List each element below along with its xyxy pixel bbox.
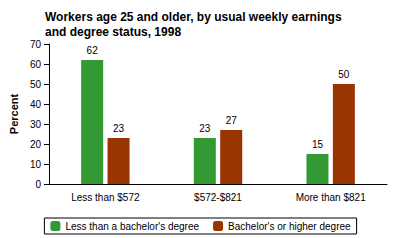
svg-text:and degree status, 1998: and degree status, 1998 bbox=[45, 25, 181, 39]
svg-text:23: 23 bbox=[113, 123, 125, 134]
svg-text:Bachelor's or higher degree: Bachelor's or higher degree bbox=[228, 221, 351, 232]
svg-text:More than $821: More than $821 bbox=[296, 192, 366, 203]
svg-text:50: 50 bbox=[30, 79, 42, 90]
svg-text:62: 62 bbox=[87, 45, 99, 56]
svg-text:$572-$821: $572-$821 bbox=[194, 192, 242, 203]
svg-text:Less than a bachelor's degree: Less than a bachelor's degree bbox=[65, 221, 199, 232]
svg-text:40: 40 bbox=[30, 99, 42, 110]
svg-text:70: 70 bbox=[30, 39, 42, 50]
svg-text:10: 10 bbox=[30, 159, 42, 170]
svg-text:20: 20 bbox=[30, 139, 42, 150]
svg-text:Less than $572: Less than $572 bbox=[71, 192, 140, 203]
svg-text:15: 15 bbox=[312, 139, 324, 150]
svg-text:50: 50 bbox=[338, 69, 350, 80]
svg-text:0: 0 bbox=[35, 179, 41, 190]
svg-text:60: 60 bbox=[30, 59, 42, 70]
svg-text:Workers age 25 and older, by u: Workers age 25 and older, by usual weekl… bbox=[45, 10, 342, 24]
svg-text:Percent: Percent bbox=[8, 93, 20, 134]
svg-text:23: 23 bbox=[199, 123, 211, 134]
svg-text:30: 30 bbox=[30, 119, 42, 130]
svg-text:27: 27 bbox=[226, 115, 238, 126]
